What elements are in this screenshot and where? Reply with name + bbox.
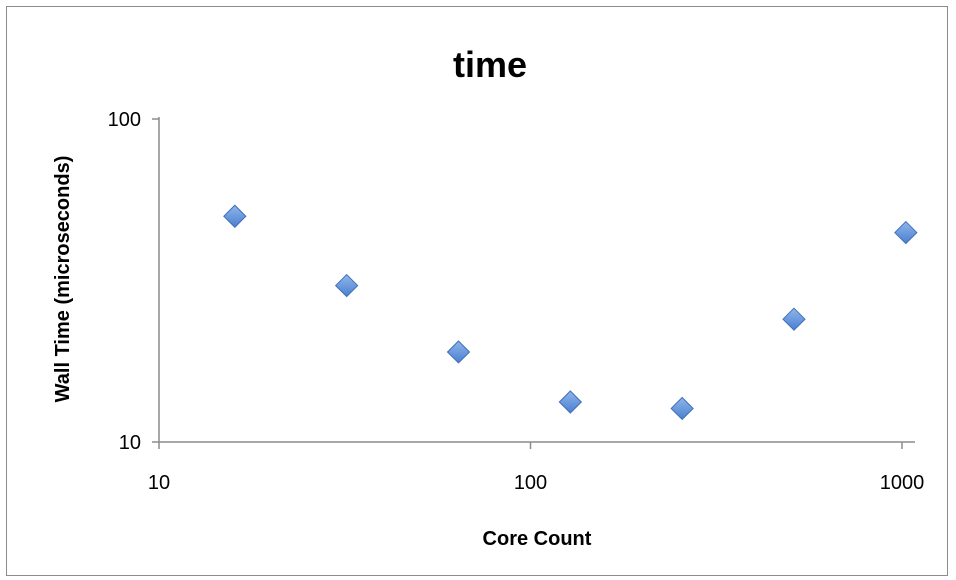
y-tick-label: 10 (119, 432, 141, 454)
data-point (782, 307, 806, 331)
chart-frame: time 10 100 1000 10 100 Core Count Wall Time… (6, 6, 948, 576)
data-points (223, 204, 918, 421)
y-tick-label: 100 (108, 109, 141, 131)
x-axis-label: Core Count (483, 528, 592, 550)
data-point (670, 396, 694, 421)
data-point (894, 220, 918, 245)
x-tick-label: 10 (148, 472, 170, 494)
data-point (334, 273, 359, 298)
y-axis-label: Wall Time (microseconds) (52, 156, 74, 403)
data-point (223, 204, 247, 228)
data-point (558, 390, 583, 414)
scatter-chart: time 10 100 1000 10 100 Core Count Wall Time… (52, 44, 925, 550)
data-point (446, 340, 471, 364)
x-tick-label: 1000 (880, 472, 925, 494)
x-tick-label: 100 (514, 472, 547, 494)
axis-ticks: 10 100 1000 10 100 (108, 109, 925, 494)
chart-title: time (453, 44, 527, 85)
